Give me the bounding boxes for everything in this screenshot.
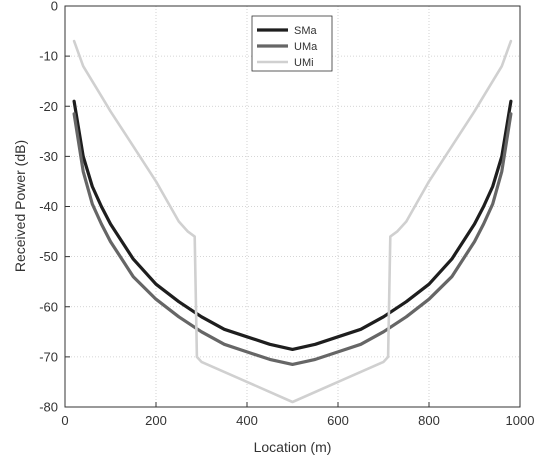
legend-label-uma: UMa [294,41,318,53]
y-tick-label: -20 [39,99,58,114]
x-axis-label: Location (m) [254,439,332,455]
y-tick-label: 0 [51,0,58,14]
series-layer [72,39,513,404]
x-axis-ticks: 0 200 400 600 800 1000 [61,402,534,428]
legend: SMa UMa UMi [251,15,333,72]
y-tick-label: -40 [39,199,58,214]
y-tick-label: -10 [39,49,58,64]
x-tick-label: 200 [145,413,167,428]
x-tick-label: 0 [61,413,68,428]
y-tick-label: -60 [39,299,58,314]
series-line-uma [72,112,513,366]
legend-label-sma: SMa [294,25,318,37]
y-tick-label: -80 [39,400,58,415]
y-axis-ticks: 0 -10 -20 -30 -40 -50 -60 -70 -80 [39,0,70,415]
x-tick-label: 800 [418,413,440,428]
y-tick-label: -70 [39,349,58,364]
y-tick-label: -50 [39,249,58,264]
series-line-sma [72,99,513,351]
legend-label-umi: UMi [294,57,314,69]
x-tick-label: 1000 [506,413,535,428]
x-tick-label: 400 [236,413,258,428]
y-tick-label: -30 [39,149,58,164]
x-tick-label: 600 [327,413,349,428]
y-axis-label: Received Power (dB) [12,140,28,272]
series-line-umi [72,39,513,404]
